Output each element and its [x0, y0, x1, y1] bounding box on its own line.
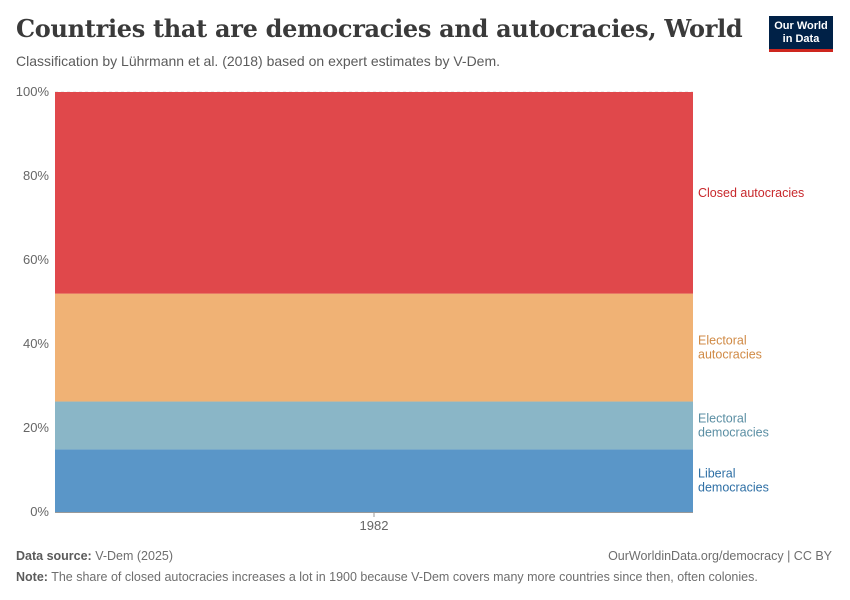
data-source-value[interactable]: V-Dem (2025)	[95, 549, 174, 563]
footnote: Note: The share of closed autocracies in…	[16, 570, 758, 584]
logo-line-2: in Data	[782, 33, 820, 45]
x-tick-label: 1982	[360, 518, 389, 533]
area-closed-autocracies	[55, 92, 693, 294]
area-electoral-autocracies	[55, 293, 693, 402]
y-tick-label: 40%	[23, 336, 49, 351]
series-label-electoral-democracies: Electoral democracies	[698, 411, 769, 439]
data-source: Data source: V-Dem (2025)	[16, 549, 173, 563]
owid-logo[interactable]: Our World in Data	[769, 16, 833, 52]
note-text: The share of closed autocracies increase…	[51, 570, 758, 584]
area-liberal-democracies	[55, 449, 693, 512]
area-electoral-democracies	[55, 401, 693, 450]
data-source-label: Data source:	[16, 549, 92, 563]
note-label: Note:	[16, 570, 48, 584]
y-tick-label: 0%	[30, 504, 49, 519]
series-label-liberal-democracies: Liberal democracies	[698, 467, 769, 495]
series-label-closed-autocracies: Closed autocracies	[698, 186, 804, 200]
y-tick-label: 20%	[23, 420, 49, 435]
y-tick-label: 80%	[23, 168, 49, 183]
y-tick-label: 100%	[16, 84, 50, 99]
chart-subtitle: Classification by Lührmann et al. (2018)…	[16, 53, 501, 69]
chart-title: Countries that are democracies and autoc…	[16, 14, 743, 43]
logo-line-1: Our World	[774, 20, 828, 32]
y-tick-label: 60%	[23, 252, 49, 267]
source-url[interactable]: OurWorldinData.org/democracy | CC BY	[608, 549, 832, 563]
series-label-electoral-autocracies: Electoral autocracies	[698, 334, 762, 362]
